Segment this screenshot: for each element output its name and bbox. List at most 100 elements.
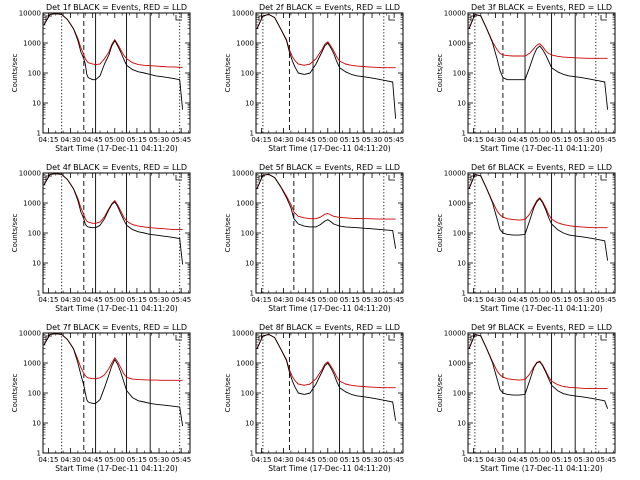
x-tick-label: 05:15: [552, 136, 572, 144]
x-tick-label: 04:45: [296, 296, 316, 304]
y-tick-label: 10000: [232, 10, 254, 18]
x-tick-label: 04:45: [508, 296, 528, 304]
series-events-line: [468, 173, 609, 261]
y-axis-label: Counts/sec: [224, 54, 232, 93]
x-tick-label: 05:00: [105, 456, 125, 464]
x-tick-label: 05:15: [127, 296, 147, 304]
corner-mark-left: [45, 15, 52, 21]
x-tick-label: 05:30: [362, 456, 382, 464]
series-lld-line: [43, 13, 183, 68]
corner-mark-left: [470, 175, 477, 181]
corner-mark-left: [45, 175, 52, 181]
x-tick-label: 05:45: [171, 296, 191, 304]
x-tick-label: 05:15: [552, 456, 572, 464]
x-tick-label: 04:30: [273, 456, 293, 464]
x-tick-label: 04:30: [485, 136, 505, 144]
panel-title: Det 9f BLACK = Events, RED = LLD: [471, 323, 612, 332]
x-tick-label: 05:30: [149, 136, 169, 144]
series-events-line: [468, 333, 609, 409]
series-events-line: [468, 13, 609, 110]
panel-title: Det 4f BLACK = Events, RED = LLD: [46, 163, 187, 172]
x-tick-label: 05:00: [105, 296, 125, 304]
x-tick-label: 04:15: [251, 136, 271, 144]
panel-2: Det 2f BLACK = Events, RED = LLD 1 10 100 10…: [224, 3, 404, 153]
x-axis-label: Start Time (17-Dec-11 04:11:20): [480, 144, 602, 153]
y-axis-label: Counts/sec: [11, 374, 19, 413]
x-axis-label: Start Time (17-Dec-11 04:11:20): [268, 304, 390, 313]
x-tick-label: 04:45: [83, 456, 103, 464]
x-tick-label: 05:00: [530, 456, 550, 464]
series-lld-line: [256, 173, 396, 220]
x-tick-label: 05:15: [127, 456, 147, 464]
y-tick-label: 100: [241, 230, 254, 238]
y-tick-label: 10000: [444, 10, 466, 18]
y-tick-label: 1: [462, 450, 466, 458]
panel-5: Det 5f BLACK = Events, RED = LLD 1 10 100 10…: [224, 163, 404, 313]
panel-4: Det 4f BLACK = Events, RED = LLD 1 10 100 10…: [11, 163, 191, 313]
x-tick-label: 04:15: [463, 136, 483, 144]
x-tick-label: 05:45: [171, 456, 191, 464]
x-tick-label: 05:15: [127, 136, 147, 144]
corner-mark-right: [600, 175, 607, 181]
x-tick-label: 04:30: [485, 456, 505, 464]
x-axis-label: Start Time (17-Dec-11 04:11:20): [480, 304, 602, 313]
plot-frame: [42, 12, 191, 134]
y-tick-label: 1: [37, 450, 41, 458]
x-tick-label: 04:45: [83, 136, 103, 144]
y-axis-label: Counts/sec: [224, 374, 232, 413]
y-tick-label: 10: [457, 260, 466, 268]
x-tick-label: 04:45: [296, 136, 316, 144]
x-axis-label: Start Time (17-Dec-11 04:11:20): [55, 144, 177, 153]
corner-mark-right: [600, 335, 607, 341]
y-tick-label: 100: [453, 230, 466, 238]
x-axis-label: Start Time (17-Dec-11 04:11:20): [268, 144, 390, 153]
y-tick-label: 1: [250, 290, 254, 298]
plot-frame: [467, 12, 616, 134]
x-tick-label: 05:30: [574, 136, 594, 144]
series-lld-line: [468, 13, 608, 59]
x-tick-label: 04:15: [38, 456, 58, 464]
x-tick-label: 04:30: [485, 296, 505, 304]
y-tick-label: 10000: [19, 10, 41, 18]
y-tick-label: 1000: [236, 360, 254, 368]
x-axis-label: Start Time (17-Dec-11 04:11:20): [55, 464, 177, 473]
y-tick-label: 100: [453, 390, 466, 398]
x-axis-label: Start Time (17-Dec-11 04:11:20): [55, 304, 177, 313]
x-tick-label: 05:30: [574, 296, 594, 304]
x-tick-label: 04:15: [38, 136, 58, 144]
y-tick-label: 1: [37, 290, 41, 298]
x-axis-label: Start Time (17-Dec-11 04:11:20): [268, 464, 390, 473]
x-tick-label: 05:45: [384, 136, 404, 144]
series-lld-line: [468, 333, 608, 390]
plot-frame: [467, 172, 616, 294]
y-axis-label: Counts/sec: [11, 54, 19, 93]
x-tick-label: 05:15: [340, 456, 360, 464]
x-tick-label: 05:30: [362, 136, 382, 144]
panel-6: Det 6f BLACK = Events, RED = LLD 1 10 100 10…: [436, 163, 616, 313]
y-tick-label: 10000: [232, 170, 254, 178]
panel-title: Det 2f BLACK = Events, RED = LLD: [259, 3, 400, 12]
series-lld-line: [256, 333, 396, 389]
y-tick-label: 100: [453, 70, 466, 78]
panel-title: Det 8f BLACK = Events, RED = LLD: [259, 323, 400, 332]
x-tick-label: 04:30: [273, 296, 293, 304]
panel-8: Det 8f BLACK = Events, RED = LLD 1 10 100 10…: [224, 323, 404, 473]
y-tick-label: 10000: [19, 170, 41, 178]
series-events-line: [256, 173, 397, 249]
series-events-line: [256, 333, 397, 421]
y-tick-label: 1000: [23, 40, 41, 48]
x-tick-label: 04:45: [83, 296, 103, 304]
y-axis-label: Counts/sec: [224, 214, 232, 253]
x-tick-label: 04:45: [508, 136, 528, 144]
corner-mark-right: [388, 15, 395, 21]
y-tick-label: 1000: [448, 40, 466, 48]
x-tick-label: 04:15: [251, 296, 271, 304]
y-tick-label: 1000: [23, 360, 41, 368]
corner-mark-right: [600, 15, 607, 21]
series-lld-line: [468, 173, 608, 229]
y-axis-label: Counts/sec: [11, 214, 19, 253]
corner-mark-right: [388, 335, 395, 341]
plot-frame: [255, 332, 404, 454]
x-tick-label: 04:30: [60, 296, 80, 304]
